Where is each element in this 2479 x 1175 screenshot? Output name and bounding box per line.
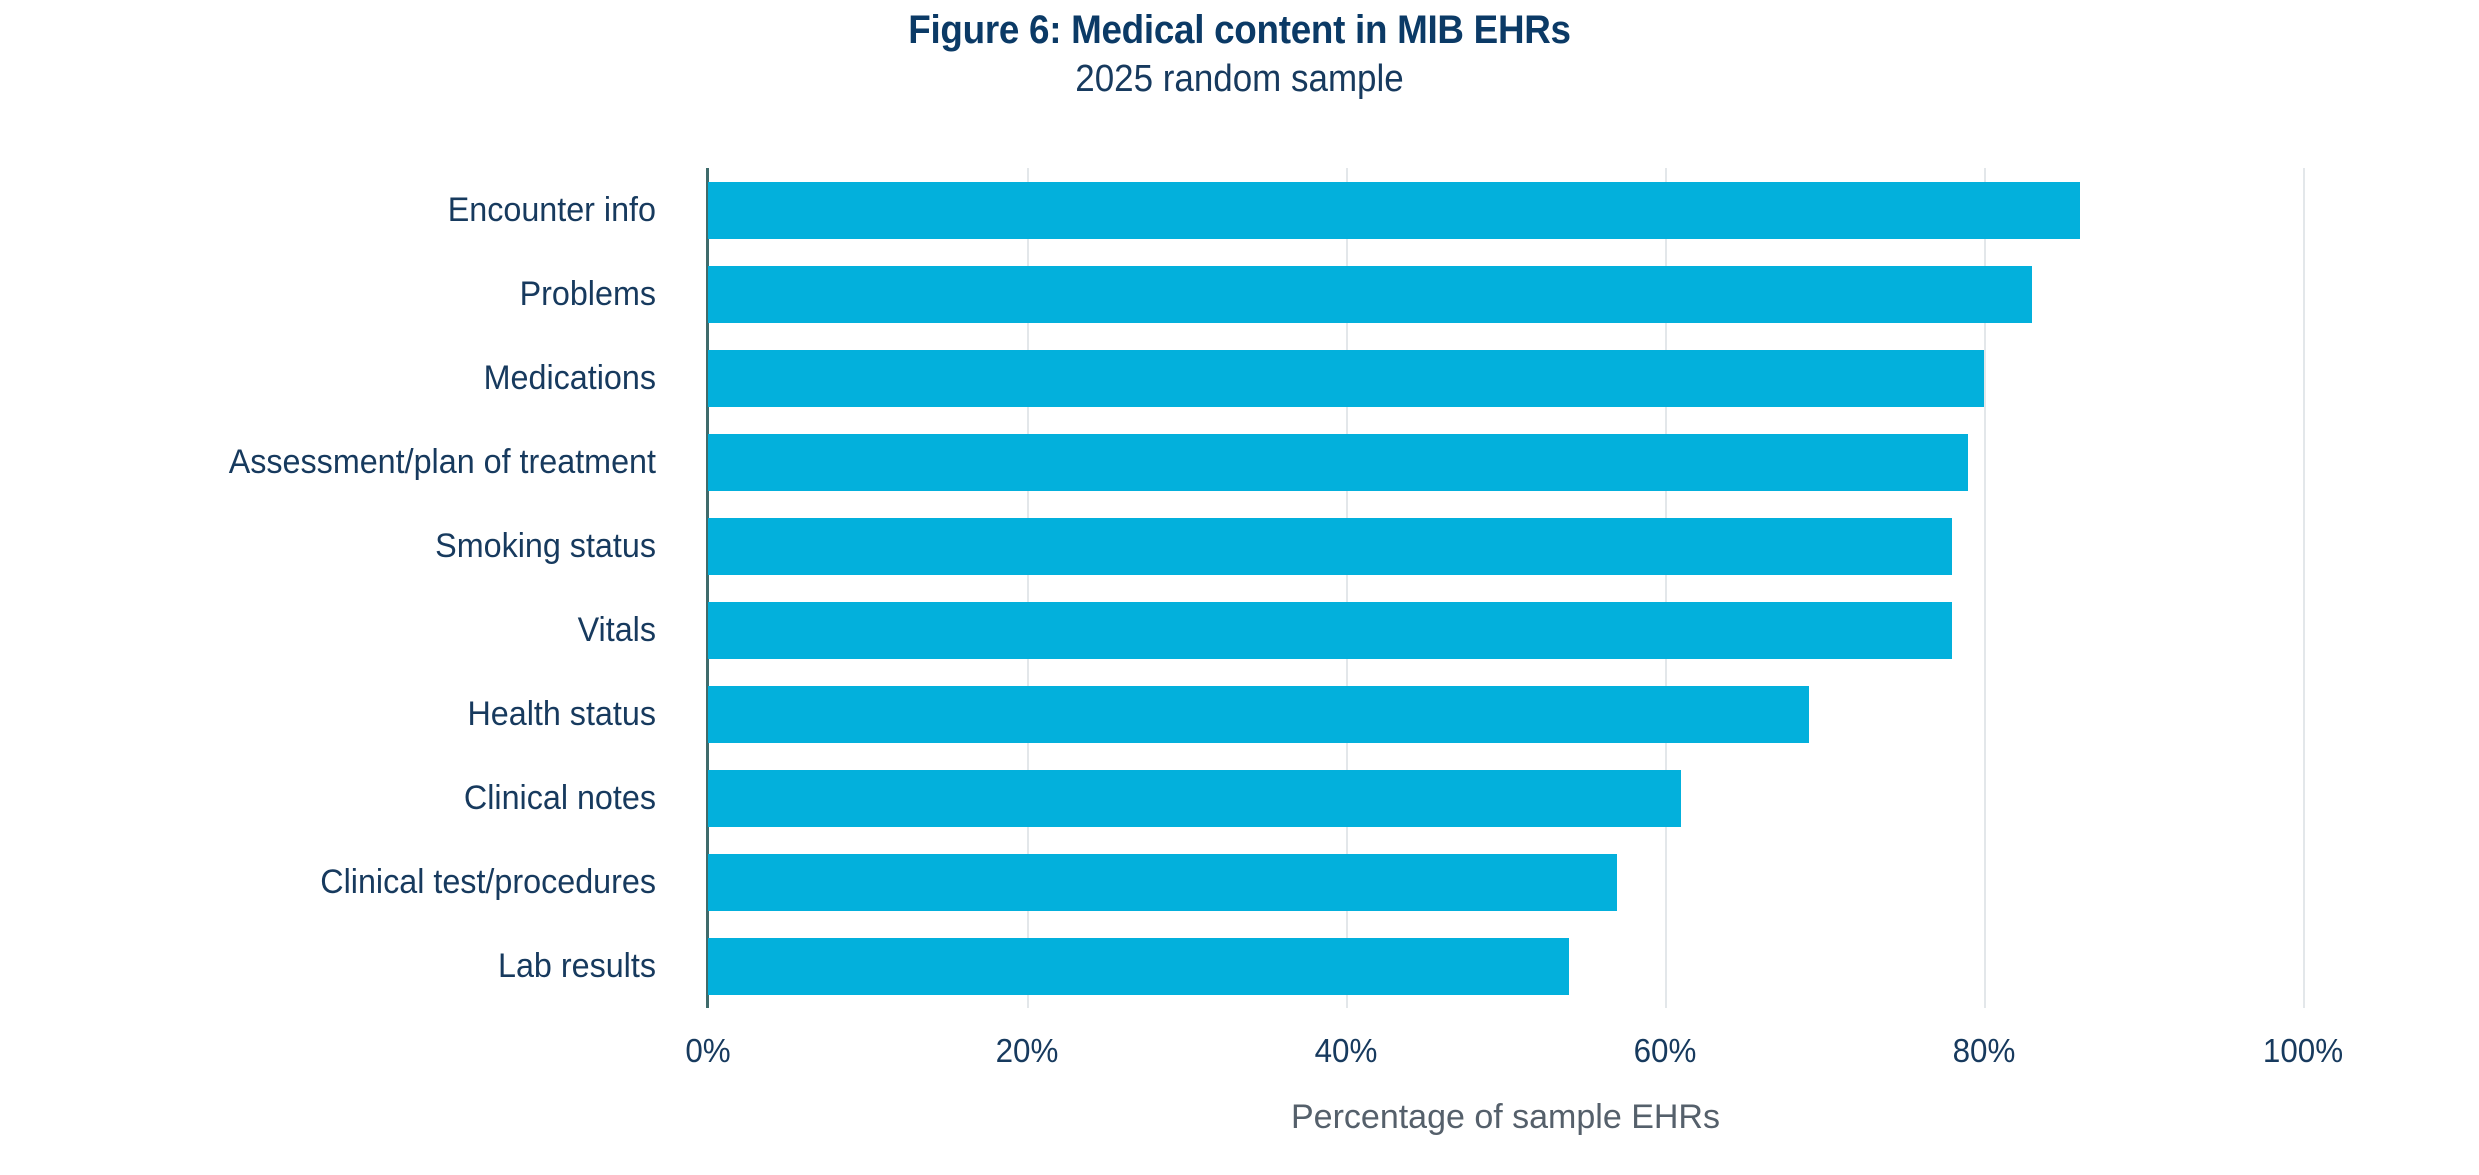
category-label: Problems [519, 275, 656, 313]
category-label: Encounter info [447, 191, 656, 229]
y-axis-line [706, 168, 709, 1008]
category-label: Clinical notes [463, 779, 656, 817]
category-label: Assessment/plan of treatment [228, 443, 656, 481]
chart-subtitle: 2025 random sample [1075, 57, 1404, 100]
x-tick-label: 20% [995, 1032, 1059, 1069]
x-tick-label: 100% [2262, 1032, 2344, 1069]
bar [708, 433, 1969, 491]
category-label: Clinical test/procedures [320, 863, 656, 901]
category-label: Vitals [577, 611, 656, 649]
x-tick-label: 60% [1633, 1032, 1697, 1069]
bar [708, 937, 1570, 995]
y-axis-category-labels: Encounter info Problems Medications Assessm… [0, 168, 680, 1008]
gridline [1027, 168, 1029, 1008]
page-title: Figure 6: Medical content in MIB EHRs [908, 8, 1571, 52]
bar-row [708, 685, 1809, 743]
bar [708, 265, 2032, 323]
bar-row [708, 181, 2080, 239]
bar-series [708, 168, 2303, 1008]
category-label: Smoking status [435, 527, 656, 565]
bar-row [708, 937, 1570, 995]
bar-row [708, 769, 1681, 827]
category-label: Health status [467, 695, 656, 733]
bar-row [708, 433, 1969, 491]
x-tick-label: 80% [1952, 1032, 2016, 1069]
gridline [1665, 168, 1667, 1008]
category-label: Medications [483, 359, 656, 397]
bar-row [708, 265, 2032, 323]
bar [708, 685, 1809, 743]
chart-title-block: Figure 6: Medical content in MIB EHRs 20… [0, 8, 2479, 102]
category-label: Lab results [497, 947, 656, 985]
x-tick-label: 0% [685, 1032, 731, 1069]
bar [708, 853, 1618, 911]
gridline [1984, 168, 1986, 1008]
bar-row [708, 601, 1953, 659]
x-axis-tick-labels: 0% 20% 40% 60% 80% 100% [685, 1032, 2343, 1082]
bar-row [708, 517, 1953, 575]
bar [708, 517, 1953, 575]
x-axis-title: Percentage of sample EHRs [1291, 1098, 1720, 1136]
bar [708, 769, 1681, 827]
bar [708, 181, 2080, 239]
x-tick-label: 40% [1314, 1032, 1378, 1069]
bar-row [708, 349, 1984, 407]
bar-row [708, 853, 1618, 911]
plot-area [706, 168, 2305, 1008]
bar [708, 601, 1953, 659]
gridline [2303, 168, 2305, 1008]
gridline [1346, 168, 1348, 1008]
bar [708, 349, 1984, 407]
